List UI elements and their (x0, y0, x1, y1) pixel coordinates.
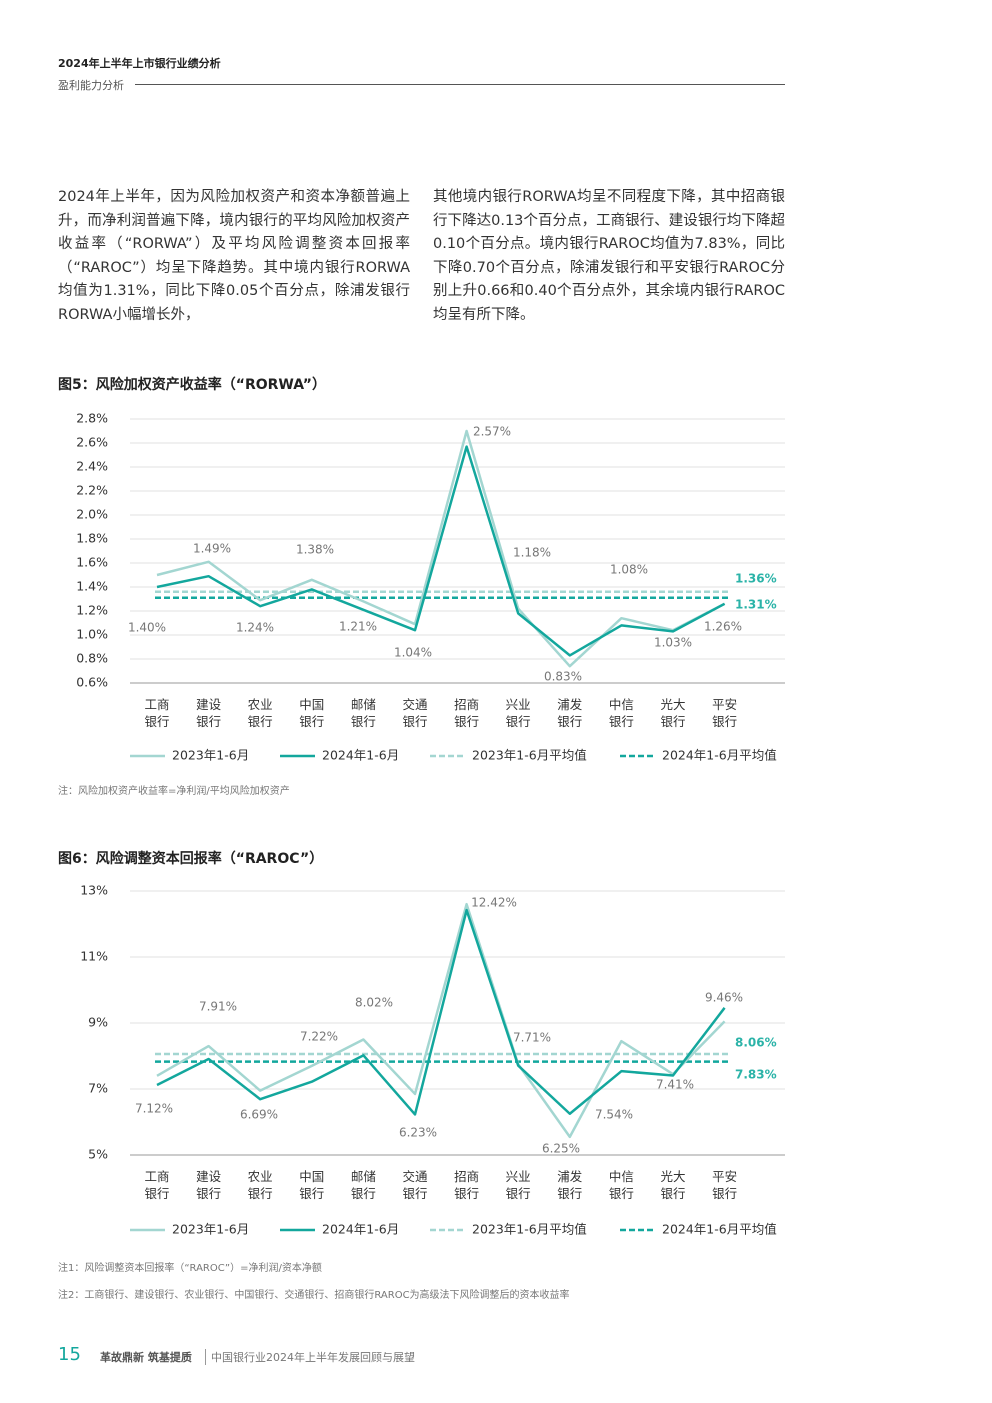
series-line (156, 429, 726, 668)
paragraph: 2024年上半年，因为风险加权资产和资本净额普遍上升，而净利润普遍下降，境内银行… (58, 189, 410, 323)
data-label: 1.03% (654, 636, 692, 650)
data-label: 1.24% (236, 621, 274, 635)
data-label: 6.69% (240, 1108, 278, 1122)
data-label: 1.38% (296, 543, 334, 557)
legend-label: 2024年1-6月 (322, 1222, 399, 1237)
data-label: 2.57% (473, 425, 511, 439)
x-tick-label: 光大银行 (660, 1169, 686, 1201)
data-label: 1.49% (193, 542, 231, 556)
data-label: 7.71% (513, 1031, 551, 1045)
legend-label: 2024年1-6月 (322, 748, 399, 763)
x-tick-label: 农业银行 (247, 697, 273, 729)
legend-label: 2023年1-6月平均值 (472, 1222, 587, 1237)
series-line (156, 902, 726, 1139)
data-label: 8.02% (355, 996, 393, 1010)
average-label: 7.83% (735, 1068, 777, 1082)
y-tick-label: 0.8% (76, 651, 108, 666)
y-tick-label: 1.8% (76, 531, 108, 546)
data-label: 7.54% (595, 1108, 633, 1122)
y-tick-label: 13% (80, 883, 108, 898)
data-label: 0.83% (544, 670, 582, 684)
y-tick-label: 1.4% (76, 579, 108, 594)
chart-title: 图5：风险加权资产收益率（“RORWA”） (58, 377, 326, 393)
x-tick-label: 交通银行 (402, 697, 428, 729)
y-tick-label: 5% (88, 1147, 108, 1162)
x-tick-label: 中信银行 (608, 1169, 634, 1201)
y-tick-label: 1.2% (76, 603, 108, 618)
average-label: 1.36% (735, 572, 777, 586)
average-label: 1.31% (735, 598, 777, 612)
x-tick-label: 中信银行 (608, 697, 634, 729)
x-tick-label: 浦发银行 (557, 1169, 583, 1201)
y-tick-label: 2.0% (76, 507, 108, 522)
x-tick-label: 交通银行 (402, 1169, 428, 1201)
x-tick-label: 中国银行 (299, 697, 325, 729)
x-tick-label: 兴业银行 (505, 697, 531, 729)
series-line (156, 908, 726, 1116)
x-tick-label: 工商银行 (144, 1169, 170, 1201)
x-tick-label: 招商银行 (454, 1169, 480, 1201)
x-tick-label: 中国银行 (299, 1169, 325, 1201)
x-tick-label: 平安银行 (712, 697, 738, 729)
legend-label: 2023年1-6月 (172, 748, 249, 763)
x-tick-label: 招商银行 (454, 697, 480, 729)
x-tick-label: 浦发银行 (557, 697, 583, 729)
y-tick-label: 1.0% (76, 627, 108, 642)
x-tick-label: 邮储银行 (350, 1169, 376, 1201)
y-tick-label: 0.6% (76, 675, 108, 690)
data-label: 7.41% (656, 1078, 694, 1092)
x-tick-label: 建设银行 (196, 1169, 222, 1201)
y-tick-label: 9% (88, 1015, 108, 1030)
data-label: 1.04% (394, 646, 432, 660)
x-tick-label: 邮储银行 (350, 697, 376, 729)
x-tick-label: 平安银行 (712, 1169, 738, 1201)
data-label: 9.46% (705, 991, 743, 1005)
footer-publication: 中国银行业2024年上半年发展回顾与展望 (205, 1349, 415, 1365)
data-label: 7.22% (300, 1030, 338, 1044)
legend-label: 2023年1-6月平均值 (472, 748, 587, 763)
y-tick-label: 7% (88, 1081, 108, 1096)
data-label: 7.12% (135, 1102, 173, 1116)
data-label: 1.18% (513, 546, 551, 560)
header-rule (135, 84, 785, 85)
y-tick-label: 2.8% (76, 411, 108, 426)
y-tick-label: 11% (80, 949, 108, 964)
data-label: 12.42% (471, 896, 517, 910)
page-number: 15 (58, 1344, 81, 1365)
data-label: 6.25% (542, 1142, 580, 1156)
x-tick-label: 兴业银行 (505, 1169, 531, 1201)
data-label: 1.26% (704, 620, 742, 634)
x-tick-label: 光大银行 (660, 697, 686, 729)
data-label: 7.91% (199, 1000, 237, 1014)
legend-label: 2024年1-6月平均值 (662, 748, 777, 763)
paragraph: 其他境内银行RORWA均呈不同程度下降，其中招商银行下降达0.13个百分点，工商… (433, 189, 785, 323)
x-tick-label: 建设银行 (196, 697, 222, 729)
data-label: 1.08% (610, 563, 648, 577)
average-label: 8.06% (735, 1036, 777, 1050)
data-label: 1.40% (128, 621, 166, 635)
chart-note: 注2：工商银行、建设银行、农业银行、中国银行、交通银行、招商银行RAROC为高级… (58, 1290, 570, 1301)
x-tick-label: 工商银行 (144, 697, 170, 729)
legend-label: 2023年1-6月 (172, 1222, 249, 1237)
legend-label: 2024年1-6月平均值 (662, 1222, 777, 1237)
chart-title: 图6：风险调整资本回报率（“RAROC”） (58, 851, 324, 867)
header-section: 盈利能力分析 (58, 79, 124, 92)
series-line (156, 445, 726, 657)
data-label: 1.21% (339, 620, 377, 634)
header-title: 2024年上半年上市银行业绩分析 (58, 57, 221, 70)
chart-note: 注：风险加权资产收益率=净利润/平均风险加权资产 (58, 786, 290, 797)
chart-note: 注1：风险调整资本回报率（“RAROC”）=净利润/资本净额 (58, 1263, 322, 1274)
y-tick-label: 2.6% (76, 435, 108, 450)
data-label: 6.23% (399, 1126, 437, 1140)
y-tick-label: 2.2% (76, 483, 108, 498)
footer-slogan: 革故鼎新 筑基提质 (100, 1351, 192, 1364)
y-tick-label: 2.4% (76, 459, 108, 474)
x-tick-label: 农业银行 (247, 1169, 273, 1201)
y-tick-label: 1.6% (76, 555, 108, 570)
